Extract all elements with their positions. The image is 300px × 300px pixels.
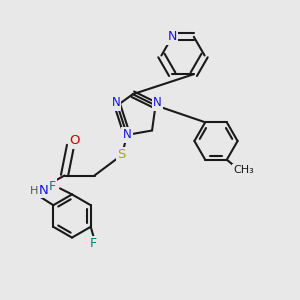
Text: N: N [39,184,49,197]
Text: H: H [30,185,39,196]
Text: S: S [117,148,126,161]
Text: N: N [112,97,120,110]
Text: N: N [167,30,177,43]
Text: CH₃: CH₃ [233,165,254,175]
Text: F: F [49,179,56,193]
Text: N: N [153,97,161,110]
Text: F: F [90,237,97,250]
Text: N: N [123,128,131,141]
Text: O: O [70,134,80,148]
